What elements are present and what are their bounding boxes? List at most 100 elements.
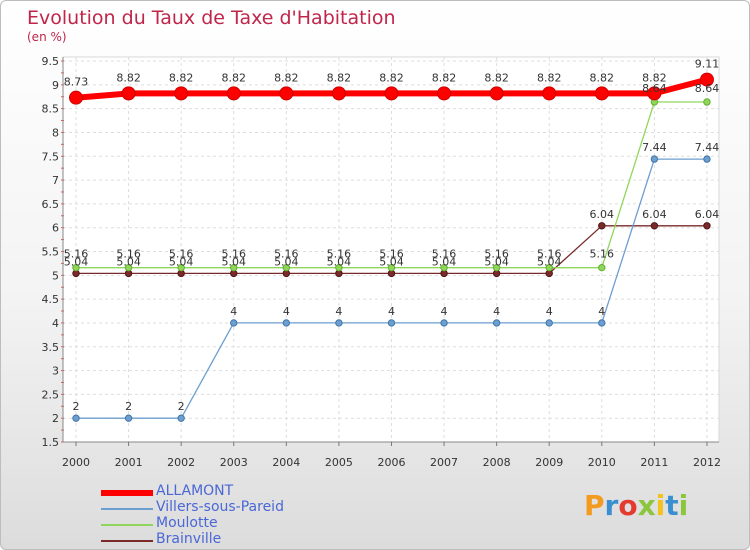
data-point bbox=[69, 90, 83, 105]
data-point bbox=[177, 263, 185, 272]
y-tick-label: 6.5 bbox=[42, 198, 60, 211]
data-point bbox=[177, 414, 185, 422]
x-tick-label: 2003 bbox=[220, 456, 248, 469]
data-label: 4 bbox=[335, 305, 342, 318]
data-point bbox=[699, 72, 714, 87]
y-tick-label: 4 bbox=[52, 317, 59, 330]
x-tick-label: 2000 bbox=[62, 456, 90, 469]
data-label: 4 bbox=[493, 305, 500, 318]
series-allamont bbox=[69, 72, 714, 105]
data-label: 5.04 bbox=[432, 255, 457, 268]
data-point bbox=[437, 86, 452, 101]
y-tick-label: 7 bbox=[52, 174, 59, 187]
data-label: 5.16 bbox=[379, 248, 404, 261]
data-label: 4 bbox=[598, 305, 605, 318]
data-point bbox=[226, 86, 241, 101]
data-point bbox=[440, 263, 448, 272]
data-label: 4 bbox=[230, 305, 237, 318]
x-tick-label: 2005 bbox=[325, 456, 353, 469]
data-label: 5.16 bbox=[274, 248, 299, 261]
data-label: 5.04 bbox=[116, 255, 141, 268]
x-tick-label: 2010 bbox=[588, 456, 616, 469]
legend-label: Brainville bbox=[156, 531, 222, 547]
logo-letter: x bbox=[637, 489, 656, 522]
data-label: 8.82 bbox=[484, 71, 509, 84]
data-label: 5.16 bbox=[590, 248, 615, 261]
data-label: 8.73 bbox=[64, 76, 89, 89]
data-label: 8.82 bbox=[116, 71, 141, 84]
data-label: 4 bbox=[283, 305, 290, 318]
data-label: 5.16 bbox=[537, 248, 562, 261]
legend-label: Villers-sous-Pareid bbox=[156, 499, 284, 515]
data-label: 2 bbox=[125, 400, 132, 413]
x-tick-label: 2001 bbox=[115, 456, 143, 469]
data-point bbox=[335, 263, 343, 272]
data-label: 8.64 bbox=[642, 82, 667, 95]
data-point bbox=[121, 86, 136, 101]
data-label: 5.04 bbox=[537, 255, 562, 268]
data-label: 4 bbox=[441, 305, 448, 318]
data-point bbox=[594, 86, 609, 101]
y-tick-label: 6 bbox=[52, 222, 59, 235]
data-point bbox=[387, 263, 396, 272]
data-point bbox=[72, 414, 80, 422]
data-point bbox=[331, 86, 346, 101]
data-point bbox=[545, 263, 553, 272]
data-point bbox=[279, 86, 294, 101]
data-point bbox=[174, 86, 189, 101]
data-label: 8.82 bbox=[432, 71, 457, 84]
data-label: 2 bbox=[178, 400, 185, 413]
data-label: 5.04 bbox=[274, 255, 299, 268]
logo-letter: i bbox=[678, 489, 689, 522]
data-label: 4 bbox=[388, 305, 395, 318]
data-label: 9.11 bbox=[695, 58, 720, 71]
data-point bbox=[282, 263, 291, 272]
data-label: 5.16 bbox=[116, 248, 141, 261]
chart-subtitle: (en %) bbox=[27, 30, 67, 44]
series-villers-sous-pareid bbox=[72, 155, 711, 422]
data-point bbox=[650, 222, 659, 230]
x-tick-label: 2012 bbox=[693, 456, 721, 469]
data-label: 5.16 bbox=[432, 248, 457, 261]
data-label: 8.64 bbox=[695, 82, 720, 95]
legend-label: Moulotte bbox=[156, 515, 218, 531]
y-tick-label: 2.5 bbox=[42, 388, 60, 401]
data-point bbox=[387, 319, 396, 327]
data-point bbox=[598, 263, 606, 272]
y-tick-label: 3 bbox=[52, 365, 59, 378]
data-point bbox=[598, 222, 606, 230]
legend-label: ALLAMONT bbox=[156, 483, 234, 499]
data-point bbox=[230, 319, 238, 327]
x-tick-label: 2007 bbox=[430, 456, 458, 469]
x-tick-label: 2002 bbox=[167, 456, 195, 469]
data-label: 5.04 bbox=[484, 255, 509, 268]
logo-letter: i bbox=[655, 489, 666, 522]
data-point bbox=[230, 263, 238, 272]
x-tick-label: 2011 bbox=[640, 456, 668, 469]
data-point bbox=[542, 86, 557, 101]
data-label: 5.04 bbox=[379, 255, 404, 268]
data-label: 5.04 bbox=[327, 255, 352, 268]
y-tick-label: 8 bbox=[52, 126, 59, 139]
y-tick-label: 2 bbox=[52, 412, 59, 425]
data-point bbox=[335, 319, 343, 327]
data-label: 6.04 bbox=[590, 208, 615, 221]
data-label: 8.82 bbox=[169, 71, 194, 84]
y-tick-label: 4.5 bbox=[42, 293, 60, 306]
logo-letter: P bbox=[584, 489, 605, 522]
data-label: 5.16 bbox=[64, 248, 89, 261]
data-label: 5.16 bbox=[327, 248, 352, 261]
data-point bbox=[492, 319, 501, 327]
data-label: 6.04 bbox=[695, 208, 720, 221]
data-label: 5.04 bbox=[169, 255, 194, 268]
data-label: 7.44 bbox=[642, 141, 667, 154]
data-point bbox=[492, 263, 501, 272]
legend-swatch bbox=[101, 490, 153, 496]
data-label: 5.16 bbox=[169, 248, 194, 261]
logo-letter: o bbox=[618, 489, 638, 522]
data-label: 8.82 bbox=[537, 71, 562, 84]
data-point bbox=[124, 414, 133, 422]
logo-letter: r bbox=[604, 489, 619, 522]
data-label: 2 bbox=[73, 400, 80, 413]
data-point bbox=[703, 98, 711, 106]
